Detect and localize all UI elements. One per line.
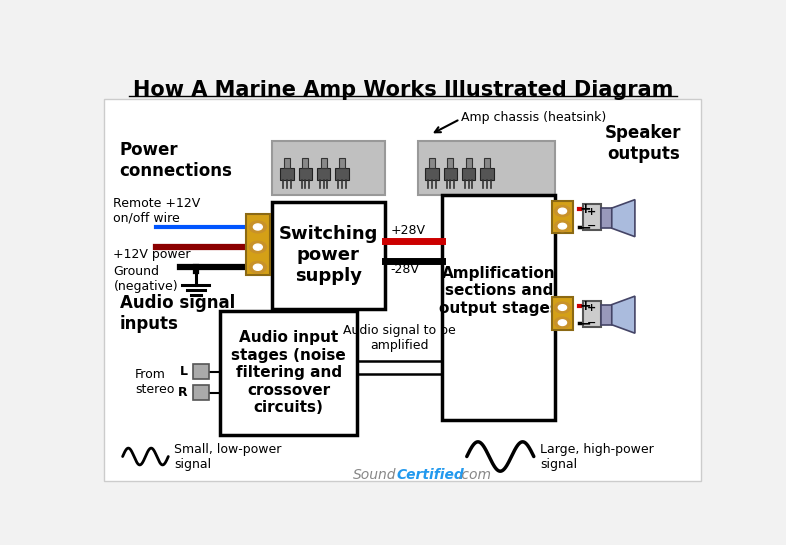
Text: Large, high-power
signal: Large, high-power signal xyxy=(540,443,654,470)
Text: Small, low-power
signal: Small, low-power signal xyxy=(174,443,281,470)
Text: From
stereo: From stereo xyxy=(135,368,174,396)
Bar xyxy=(220,311,357,435)
Circle shape xyxy=(249,221,266,233)
Bar xyxy=(480,168,494,180)
Bar xyxy=(284,158,290,168)
Text: Amp chassis (heatsink): Amp chassis (heatsink) xyxy=(461,111,606,124)
Bar xyxy=(303,158,308,168)
Text: −: − xyxy=(579,220,591,234)
Bar xyxy=(246,214,270,275)
Circle shape xyxy=(253,264,263,270)
Text: +: + xyxy=(579,299,591,313)
Bar xyxy=(582,204,601,231)
Bar xyxy=(447,158,454,168)
Text: +: + xyxy=(587,207,597,217)
Bar xyxy=(418,141,555,196)
Bar xyxy=(335,168,349,180)
Text: Sound: Sound xyxy=(353,468,397,482)
Bar xyxy=(272,141,384,196)
Circle shape xyxy=(554,205,571,216)
Text: How A Marine Amp Works Illustrated Diagram: How A Marine Amp Works Illustrated Diagr… xyxy=(133,80,673,100)
Bar xyxy=(299,168,312,180)
Text: Switching
power
supply: Switching power supply xyxy=(278,226,378,285)
Circle shape xyxy=(558,223,567,229)
Bar xyxy=(443,168,457,180)
Bar xyxy=(552,297,573,330)
Text: Audio signal
inputs: Audio signal inputs xyxy=(119,294,235,333)
Polygon shape xyxy=(612,199,635,237)
Text: Certified: Certified xyxy=(397,468,465,482)
Circle shape xyxy=(554,221,571,232)
Text: −: − xyxy=(579,317,591,330)
Bar xyxy=(443,196,555,420)
Text: Speaker
outputs: Speaker outputs xyxy=(605,124,681,163)
Text: +: + xyxy=(579,202,591,216)
Bar xyxy=(582,301,601,327)
Circle shape xyxy=(558,305,567,310)
Bar xyxy=(193,385,208,400)
Text: −: − xyxy=(587,221,597,231)
Circle shape xyxy=(558,320,567,325)
Bar xyxy=(272,202,384,309)
Text: -28V: -28V xyxy=(391,263,420,276)
Text: +: + xyxy=(587,304,597,313)
Circle shape xyxy=(253,224,263,230)
Text: +12V power: +12V power xyxy=(113,248,191,261)
Bar xyxy=(429,158,435,168)
Circle shape xyxy=(554,302,571,313)
Text: Audio input
stages (noise
filtering and
crossover
circuits): Audio input stages (noise filtering and … xyxy=(231,330,346,415)
Text: +28V: +28V xyxy=(391,225,426,238)
Text: Amplification
sections and
output stages: Amplification sections and output stages xyxy=(439,266,559,316)
Text: Power
connections: Power connections xyxy=(119,141,233,180)
Bar xyxy=(552,201,573,233)
Bar xyxy=(462,168,476,180)
Polygon shape xyxy=(612,296,635,333)
Text: .com: .com xyxy=(457,468,492,482)
Text: L: L xyxy=(180,365,188,378)
Bar xyxy=(339,158,345,168)
Circle shape xyxy=(249,241,266,253)
Circle shape xyxy=(558,208,567,214)
Text: Ground
(negative): Ground (negative) xyxy=(113,265,178,293)
Bar xyxy=(465,158,472,168)
Bar xyxy=(281,168,294,180)
Circle shape xyxy=(249,262,266,273)
Text: −: − xyxy=(587,318,597,328)
Circle shape xyxy=(554,317,571,328)
Text: R: R xyxy=(178,386,188,399)
Text: Remote +12V
on/off wire: Remote +12V on/off wire xyxy=(113,197,200,225)
Text: Audio signal to be
amplified: Audio signal to be amplified xyxy=(343,324,456,352)
Bar xyxy=(317,168,330,180)
Bar xyxy=(425,168,439,180)
Bar xyxy=(321,158,327,168)
Bar xyxy=(601,208,612,228)
Circle shape xyxy=(253,244,263,250)
Bar xyxy=(193,364,208,379)
Bar xyxy=(484,158,490,168)
Bar xyxy=(601,305,612,325)
